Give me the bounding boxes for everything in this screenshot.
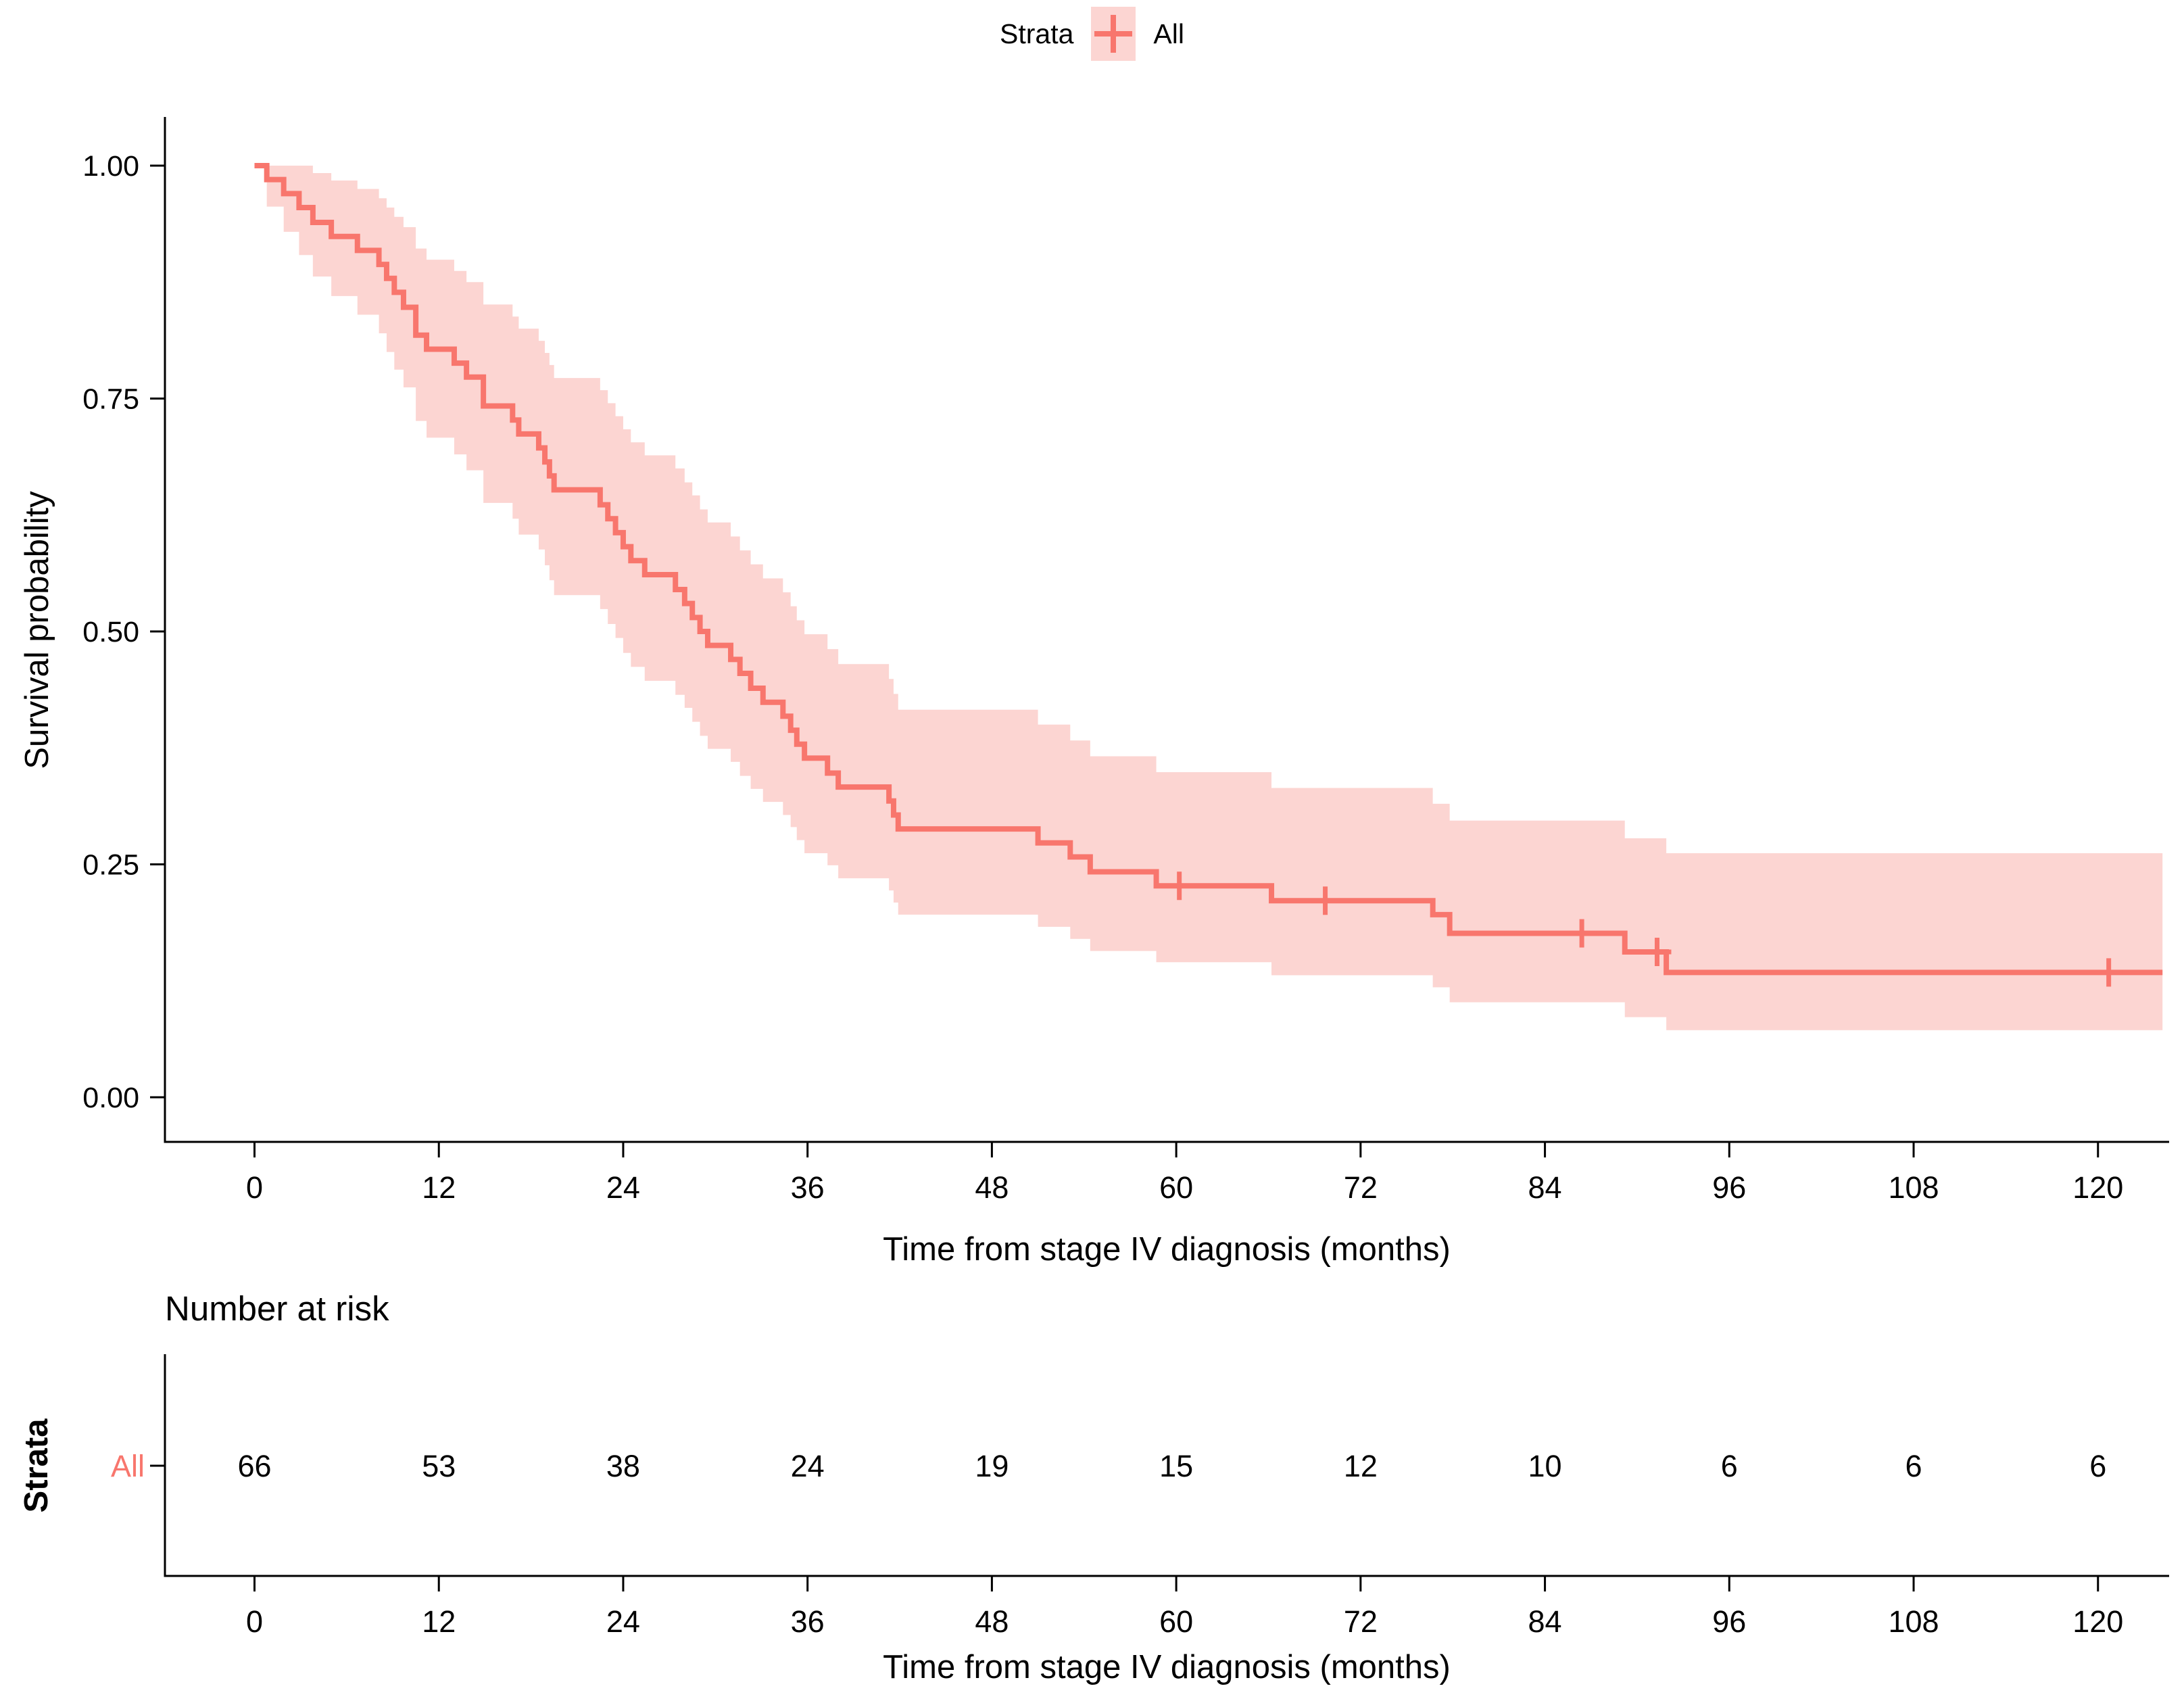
risk-x-tick-label: 108	[1888, 1604, 1939, 1639]
x-tick-label: 48	[975, 1170, 1009, 1205]
risk-count: 10	[1528, 1449, 1562, 1483]
legend-title: Strata	[1000, 18, 1074, 49]
x-tick-label: 0	[246, 1170, 263, 1205]
x-tick-label: 84	[1528, 1170, 1562, 1205]
risk-count: 15	[1159, 1449, 1193, 1483]
x-tick-label: 72	[1344, 1170, 1378, 1205]
y-tick-label: 0.25	[82, 849, 139, 882]
x-tick-label: 120	[2072, 1170, 2123, 1205]
censor-mark	[1568, 919, 1597, 948]
censor-mark	[1311, 886, 1340, 915]
risk-count: 6	[1721, 1449, 1738, 1483]
risk-count: 24	[791, 1449, 825, 1483]
risk-table-row-label: All	[110, 1449, 145, 1483]
y-axis-title: Survival probability	[19, 491, 55, 769]
legend: Strata All	[0, 4, 2184, 64]
y-tick-label: 0.75	[82, 383, 139, 416]
x-tick-label: 24	[606, 1170, 640, 1205]
risk-x-tick-label: 60	[1159, 1604, 1193, 1639]
censor-mark	[1643, 938, 1672, 967]
legend-key-swatch	[1091, 7, 1136, 61]
risk-count: 19	[975, 1449, 1009, 1483]
risk-x-tick-label: 36	[791, 1604, 825, 1639]
risk-count: 66	[237, 1449, 271, 1483]
risk-count: 53	[422, 1449, 456, 1483]
censor-plus-icon	[1091, 7, 1136, 61]
censor-mark	[2094, 958, 2123, 987]
x-tick-label: 12	[422, 1170, 456, 1205]
risk-x-tick-label: 96	[1712, 1604, 1746, 1639]
number-at-risk-title: Number at risk	[165, 1289, 389, 1328]
censor-mark	[1165, 871, 1194, 901]
risk-x-tick-label: 72	[1344, 1604, 1378, 1639]
x-tick-label: 60	[1159, 1170, 1193, 1205]
risk-x-tick-label: 12	[422, 1604, 456, 1639]
risk-x-tick-label: 84	[1528, 1604, 1562, 1639]
risk-count: 6	[2089, 1449, 2106, 1483]
x-axis-title-risk-table: Time from stage IV diagnosis (months)	[883, 1649, 1451, 1685]
y-tick-label: 0.50	[82, 616, 139, 648]
x-tick-label: 108	[1888, 1170, 1939, 1205]
survival-curve	[254, 163, 2163, 976]
legend-item-label-all: All	[1153, 18, 1184, 49]
risk-x-tick-label: 120	[2072, 1604, 2123, 1639]
y-tick-label: 0.00	[82, 1082, 139, 1114]
y-tick-label: 1.00	[82, 150, 139, 183]
risk-x-tick-label: 24	[606, 1604, 640, 1639]
x-tick-label: 36	[791, 1170, 825, 1205]
risk-count: 12	[1344, 1449, 1378, 1483]
risk-x-tick-label: 0	[246, 1604, 263, 1639]
x-tick-label: 96	[1712, 1170, 1746, 1205]
x-axis-title-main: Time from stage IV diagnosis (months)	[883, 1231, 1451, 1268]
risk-count: 6	[1906, 1449, 1922, 1483]
risk-count: 38	[606, 1449, 640, 1483]
confidence-band	[254, 166, 2163, 1030]
risk-x-tick-label: 48	[975, 1604, 1009, 1639]
